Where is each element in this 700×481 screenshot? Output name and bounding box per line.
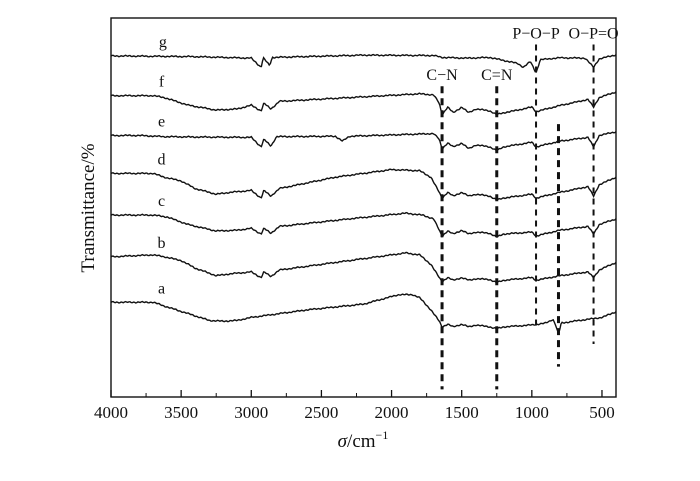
trace-b: [110, 251, 617, 284]
y-axis-title: Transmittance/%: [78, 143, 99, 272]
x-tick-label-3500: 3500: [164, 403, 198, 422]
x-axis-title-symbol: σ: [338, 431, 348, 452]
annotation-label-0: C−N: [426, 67, 458, 84]
trace-d: [110, 168, 617, 201]
series-label-d: d: [158, 151, 166, 168]
series-label-c: c: [158, 193, 165, 210]
series-label-f: f: [159, 74, 165, 91]
trace-c: [110, 211, 617, 238]
x-tick-label-1000: 1000: [515, 403, 549, 422]
plot-frame: [110, 17, 617, 398]
annotation-label-1: C=N: [481, 67, 513, 84]
series-label-g: g: [159, 34, 167, 51]
x-tick-label-4000: 4000: [94, 403, 128, 422]
trace-f: [110, 91, 617, 118]
x-tick-label-1500: 1500: [445, 403, 479, 422]
x-tick-label-500: 500: [589, 403, 615, 422]
series-group: g f e d c b a: [110, 34, 617, 335]
annotation-label-2: P−O−P: [512, 26, 560, 43]
x-axis-title: σ/cm−1: [338, 428, 389, 452]
trace-a: [110, 293, 617, 335]
series-label-b: b: [158, 235, 166, 252]
trace-g: [110, 53, 617, 73]
x-axis-ticks: 4000 3500 3000 2500 2000 1500 1000 500: [94, 390, 615, 422]
x-axis-title-unit: /cm: [347, 431, 376, 452]
trace-e: [110, 131, 617, 152]
annotation-label-4: O−P=O: [569, 26, 619, 43]
series-label-e: e: [158, 113, 165, 130]
annotation-group: C−N C=N P−O−P O−P=O: [426, 26, 619, 390]
series-label-a: a: [158, 280, 165, 297]
x-axis-title-exponent: −1: [376, 428, 389, 442]
x-tick-label-3000: 3000: [234, 403, 268, 422]
x-tick-label-2000: 2000: [375, 403, 409, 422]
x-tick-label-2500: 2500: [304, 403, 338, 422]
